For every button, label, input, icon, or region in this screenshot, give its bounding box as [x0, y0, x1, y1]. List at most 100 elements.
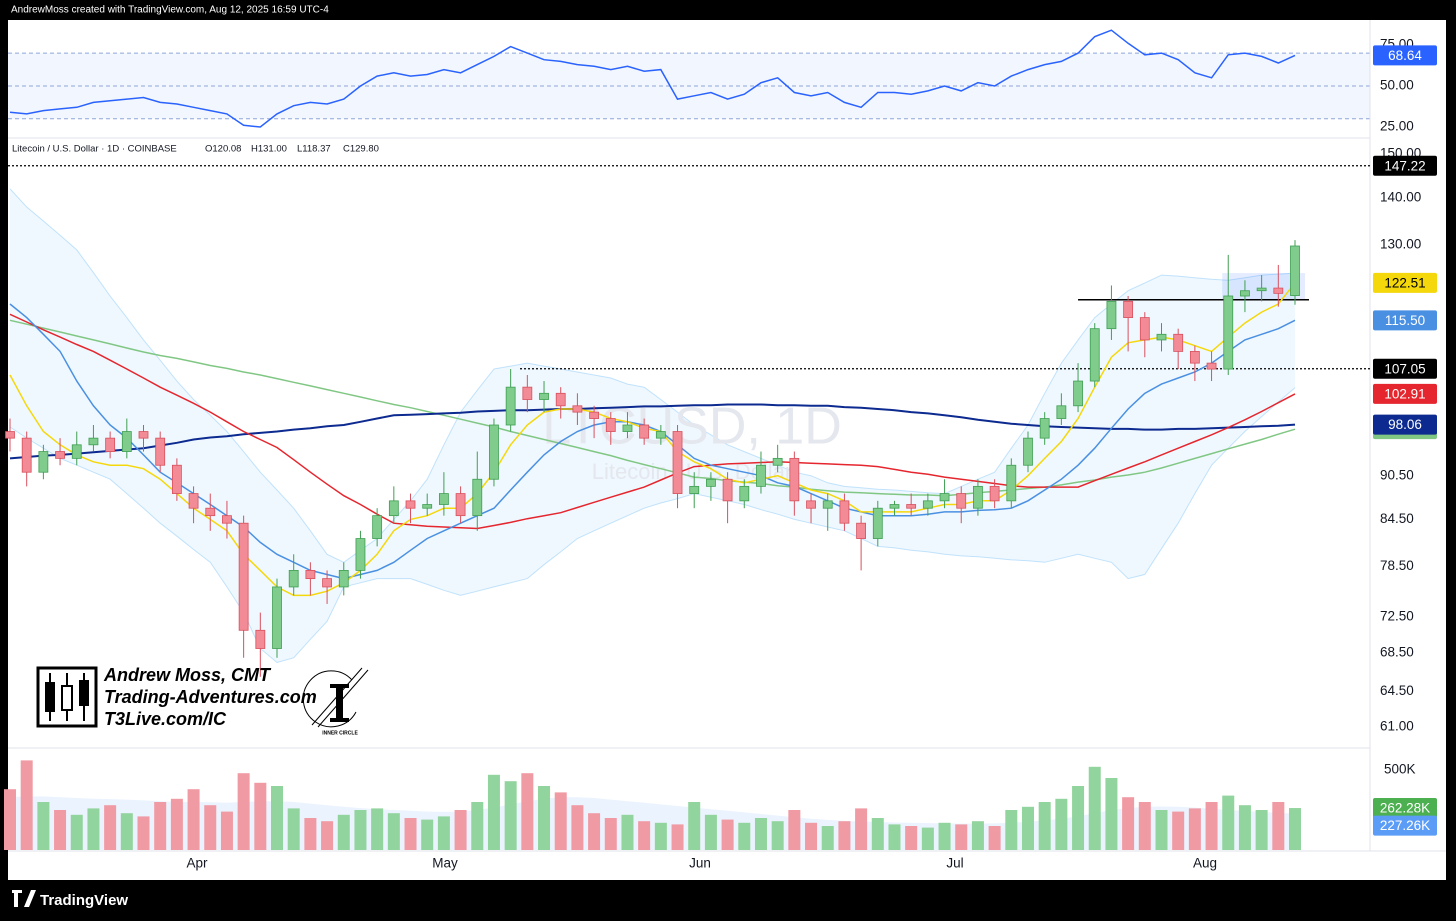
candle-body [405, 500, 416, 509]
candle-body [1189, 351, 1200, 364]
price-label-bg [1373, 414, 1437, 435]
price-label-bg [1373, 815, 1437, 836]
candle-body [672, 431, 683, 494]
y-tick-label: 68.50 [1380, 645, 1414, 660]
price-label: 147.22 [1384, 158, 1425, 173]
volume-bar [788, 810, 801, 850]
candle-body [605, 418, 616, 432]
volume-bar [1238, 805, 1251, 850]
volume-bar [1272, 802, 1285, 850]
volume-bar [571, 805, 584, 850]
candle-body [171, 464, 182, 494]
candle-body [1139, 317, 1150, 341]
candle-body [438, 493, 449, 505]
volume-bar [1172, 811, 1185, 850]
volume-bar [988, 826, 1001, 850]
volume-bar [354, 810, 367, 850]
candle-body [222, 515, 232, 524]
volume-bar [905, 826, 918, 850]
ohlc-label: O120.08 [205, 144, 241, 155]
volume-bar [1138, 802, 1151, 850]
volume-bar [638, 821, 651, 850]
price-label-bg [1373, 310, 1437, 331]
branding: Andrew Moss, CMT Trading-Adventures.com … [36, 665, 369, 736]
y-tick-label: 140.00 [1380, 189, 1421, 204]
candle-body [338, 570, 349, 588]
price-label-bg [1373, 358, 1437, 379]
volume-bar [104, 805, 117, 850]
candle-body [1006, 464, 1017, 502]
header: AndrewMoss created with TradingView.com,… [11, 5, 329, 16]
candle-body [272, 586, 282, 649]
volume-bar [738, 822, 751, 850]
ohlc-label: C129.80 [343, 144, 379, 155]
price-label: 115.50 [1385, 313, 1425, 328]
candle-body [305, 570, 316, 580]
volume-bar [1122, 797, 1135, 850]
candle-body [1123, 300, 1134, 318]
volume-bar [1038, 802, 1051, 850]
volume-bar [1255, 810, 1268, 850]
volume-bar [921, 827, 934, 850]
candle-body [622, 424, 633, 432]
price-label: 68.64 [1388, 48, 1422, 63]
volume-bar [154, 802, 167, 850]
price-label: 107.05 [1384, 361, 1425, 376]
volume-bar [337, 814, 350, 850]
candle-body [1240, 290, 1250, 297]
candle-body [1073, 380, 1083, 407]
volume-bar [621, 814, 634, 850]
price-label: 227.26K [1380, 818, 1430, 833]
candle-body [1106, 300, 1117, 330]
candle-body [806, 500, 816, 509]
candle-body [322, 578, 332, 588]
candle-body [188, 493, 199, 509]
y-tick-label: 84.50 [1380, 511, 1414, 526]
volume-bar [1072, 786, 1085, 850]
candle-body [1173, 333, 1184, 352]
y-tick-label: 72.50 [1380, 609, 1414, 624]
y-tick-label: 50.00 [1380, 78, 1414, 93]
candle-body [1039, 418, 1050, 439]
volume-bar [754, 818, 767, 850]
x-tick-label: May [432, 856, 458, 871]
y-tick-label: 78.50 [1380, 558, 1414, 573]
candle-body [138, 431, 149, 439]
y-tick-label: 25.00 [1380, 119, 1414, 134]
candle-body [1223, 295, 1234, 370]
volume-bar [1188, 808, 1201, 850]
volume-bar [254, 782, 267, 850]
candle-body [1056, 405, 1067, 419]
chart-frame [8, 20, 1446, 880]
volume-bar [971, 821, 984, 850]
volume-bar [671, 824, 684, 850]
candle-body [288, 570, 299, 588]
candle-body [772, 457, 783, 466]
candle-body [822, 500, 833, 509]
x-tick-label: Apr [186, 856, 208, 871]
candle-body [956, 493, 967, 509]
y-tick-label: 500K [1384, 762, 1416, 777]
volume-bar [404, 818, 417, 850]
candle-body [706, 478, 716, 487]
price-label: 122.51 [1384, 275, 1425, 290]
footer-brand: TradingView [40, 892, 128, 909]
candle-body [1290, 245, 1300, 296]
price-label-bg [1373, 798, 1437, 819]
volume-bar [805, 822, 818, 850]
price-label-bg [1373, 383, 1437, 404]
candle-body [872, 507, 883, 539]
candle-body [205, 507, 216, 517]
candle-body [989, 485, 1000, 502]
badge-icon [330, 718, 349, 722]
candle-body [155, 437, 166, 466]
volume-bar [471, 802, 484, 850]
candle-body [522, 386, 533, 400]
volume-bar [1205, 802, 1218, 850]
candle-body [1206, 362, 1217, 370]
candle-body [1156, 333, 1167, 341]
volume-bar [287, 808, 300, 850]
badge-icon [302, 670, 357, 728]
brand-link: T3Live.com/IC [104, 709, 227, 729]
